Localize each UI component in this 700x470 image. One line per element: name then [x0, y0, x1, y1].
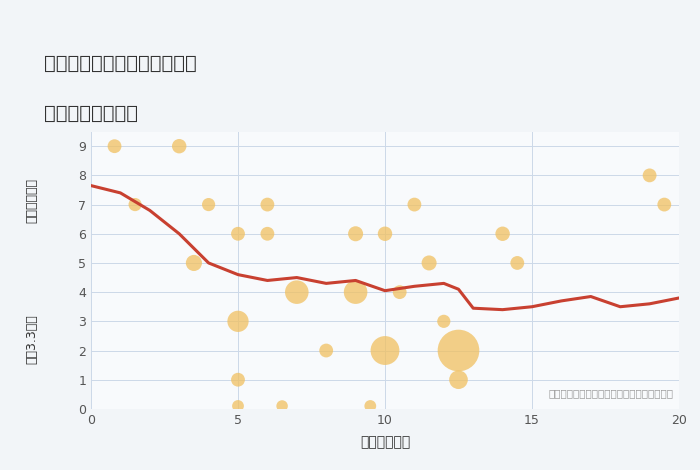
Text: 円の大きさは、取引のあった物件面積を示す: 円の大きさは、取引のあった物件面積を示す: [548, 388, 673, 398]
Point: [394, 289, 405, 296]
Point: [644, 172, 655, 179]
Point: [659, 201, 670, 208]
Text: 坪（3.3㎡）: 坪（3.3㎡）: [26, 315, 38, 364]
Point: [453, 376, 464, 384]
Point: [276, 402, 288, 410]
Point: [174, 142, 185, 150]
Point: [232, 376, 244, 384]
Text: 単価（万円）: 単価（万円）: [26, 179, 38, 223]
Point: [424, 259, 435, 266]
Point: [291, 289, 302, 296]
Point: [512, 259, 523, 266]
Point: [130, 201, 141, 208]
Point: [497, 230, 508, 237]
Point: [379, 347, 391, 354]
Point: [350, 230, 361, 237]
Point: [409, 201, 420, 208]
Point: [262, 201, 273, 208]
Point: [438, 318, 449, 325]
Point: [188, 259, 199, 266]
Point: [232, 318, 244, 325]
Point: [379, 230, 391, 237]
Point: [321, 347, 332, 354]
Point: [232, 230, 244, 237]
Point: [262, 230, 273, 237]
Point: [203, 201, 214, 208]
Text: 福岡県みやま市高田町岩津の: 福岡県みやま市高田町岩津の: [44, 54, 197, 73]
X-axis label: 駅距離（分）: 駅距離（分）: [360, 435, 410, 449]
Point: [232, 402, 244, 410]
Point: [350, 289, 361, 296]
Point: [365, 402, 376, 410]
Point: [109, 142, 120, 150]
Text: 駅距離別土地価格: 駅距離別土地価格: [44, 104, 138, 123]
Point: [453, 347, 464, 354]
